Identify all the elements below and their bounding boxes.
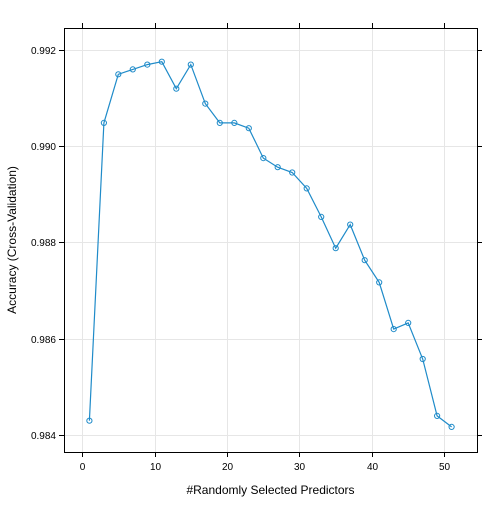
y-axis-title: Accuracy (Cross-Validation)	[5, 166, 19, 314]
x-tick-label: 50	[439, 462, 451, 473]
plot-frame	[65, 29, 478, 453]
x-tick-label: 20	[222, 462, 234, 473]
series-line	[89, 62, 451, 427]
data-series	[87, 59, 454, 429]
x-tick-label: 30	[294, 462, 306, 473]
x-tick-label: 10	[150, 462, 162, 473]
y-tick-label: 0.990	[31, 142, 56, 153]
y-tick-label: 0.986	[31, 335, 56, 346]
grid	[64, 28, 477, 452]
x-axis-title: #Randomly Selected Predictors	[186, 483, 354, 497]
y-tick-label: 0.992	[31, 46, 56, 57]
axis-ticks: 0 10 20 30 40 50 0.984 0.986 0.988 0.990 0.992	[31, 23, 482, 473]
y-tick-label: 0.984	[31, 431, 56, 442]
x-tick-label: 0	[80, 462, 86, 473]
x-tick-label: 40	[367, 462, 379, 473]
y-tick-label: 0.988	[31, 238, 56, 249]
